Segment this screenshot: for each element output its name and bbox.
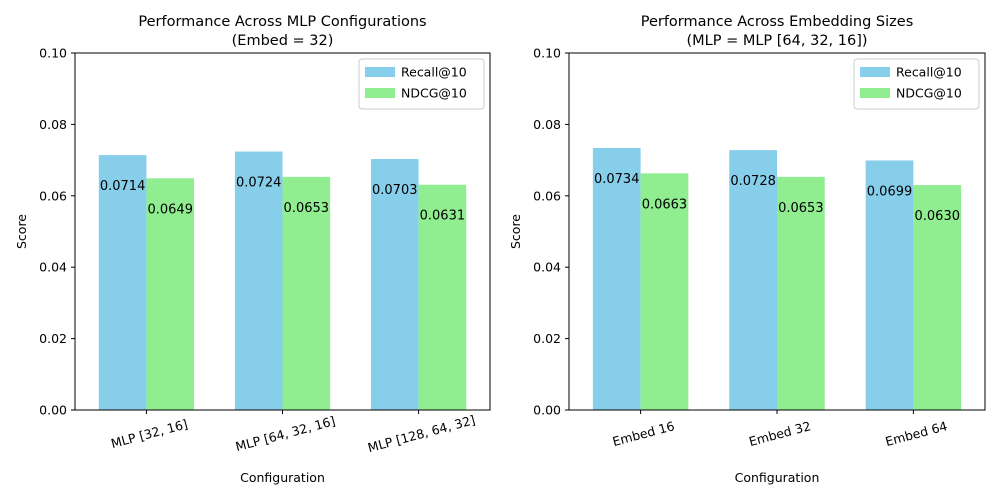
legend-swatch [365, 67, 395, 77]
legend-label: NDCG@10 [896, 86, 962, 101]
y-tick-label: 0.10 [533, 46, 561, 61]
legend: Recall@10 NDCG@10 [853, 58, 980, 110]
data-label: 0.0630 [915, 209, 961, 224]
data-label: 0.0714 [100, 179, 146, 194]
legend-swatch [860, 67, 890, 77]
x-tick-label: MLP [32, 16] [109, 416, 189, 451]
bar-recall-10-2 [729, 150, 777, 410]
y-tick-label: 0.08 [533, 117, 561, 132]
chart-title: Performance Across MLP Configurations [138, 14, 426, 30]
x-tick-label: Embed 16 [611, 418, 676, 449]
y-tick-label: 0.06 [533, 188, 561, 203]
x-tick-label: MLP [64, 32, 16] [234, 413, 337, 454]
y-tick-label: 0.10 [39, 46, 67, 61]
y-tick-label: 0.02 [533, 331, 561, 346]
y-tick-label: 0.00 [533, 403, 561, 418]
legend-label: Recall@10 [401, 65, 467, 80]
bar-recall-10-3 [865, 160, 914, 410]
y-tick-label: 0.04 [39, 260, 67, 275]
data-label: 0.0653 [284, 201, 330, 216]
chart-2: Performance Across Embedding Sizes (MLP =… [508, 14, 986, 485]
bar-recall-10-1 [592, 147, 641, 410]
chart-title: Performance Across Embedding Sizes [641, 14, 914, 30]
bar-ndcg-10-1 [146, 178, 195, 410]
x-axis-label: Configuration [240, 470, 325, 485]
chart-subtitle: (MLP = MLP [64, 32, 16]) [686, 33, 867, 49]
legend-swatch [365, 88, 395, 98]
bar-recall-10-3 [370, 159, 419, 410]
legend-label: Recall@10 [896, 65, 962, 80]
bar-ndcg-10-3 [913, 185, 962, 410]
y-tick-label: 0.08 [39, 117, 67, 132]
data-label: 0.0724 [236, 176, 282, 191]
y-tick-label: 0.04 [533, 260, 561, 275]
legend: Recall@10 NDCG@10 [358, 58, 485, 110]
chart-1: Performance Across MLP Configurations (Em… [14, 14, 491, 485]
y-axis-label: Score [14, 214, 29, 249]
data-label: 0.0649 [147, 202, 193, 217]
x-tick-label: MLP [128, 64, 32] [366, 412, 477, 455]
x-tick-label: Embed 32 [747, 418, 812, 449]
x-axis-label: Configuration [735, 470, 820, 485]
data-label: 0.0699 [867, 184, 913, 199]
chart-subtitle: (Embed = 32) [232, 33, 334, 49]
y-tick-label: 0.02 [39, 331, 67, 346]
legend-swatch [860, 88, 890, 98]
bar-ndcg-10-2 [777, 176, 825, 410]
legend-label: NDCG@10 [401, 86, 467, 101]
y-axis-label: Score [508, 214, 523, 249]
y-tick-label: 0.00 [39, 403, 67, 418]
data-label: 0.0734 [594, 172, 640, 187]
data-label: 0.0703 [372, 183, 418, 198]
data-label: 0.0663 [642, 197, 688, 212]
bar-recall-10-2 [234, 151, 283, 411]
bar-ndcg-10-3 [418, 184, 467, 410]
x-tick-label: Embed 64 [884, 418, 949, 449]
data-label: 0.0653 [778, 201, 824, 216]
bar-recall-10-1 [98, 155, 147, 410]
bar-ndcg-10-2 [282, 176, 331, 410]
data-label: 0.0728 [730, 174, 776, 189]
bar-ndcg-10-1 [640, 173, 689, 410]
y-tick-label: 0.06 [39, 188, 67, 203]
data-label: 0.0631 [420, 209, 466, 224]
